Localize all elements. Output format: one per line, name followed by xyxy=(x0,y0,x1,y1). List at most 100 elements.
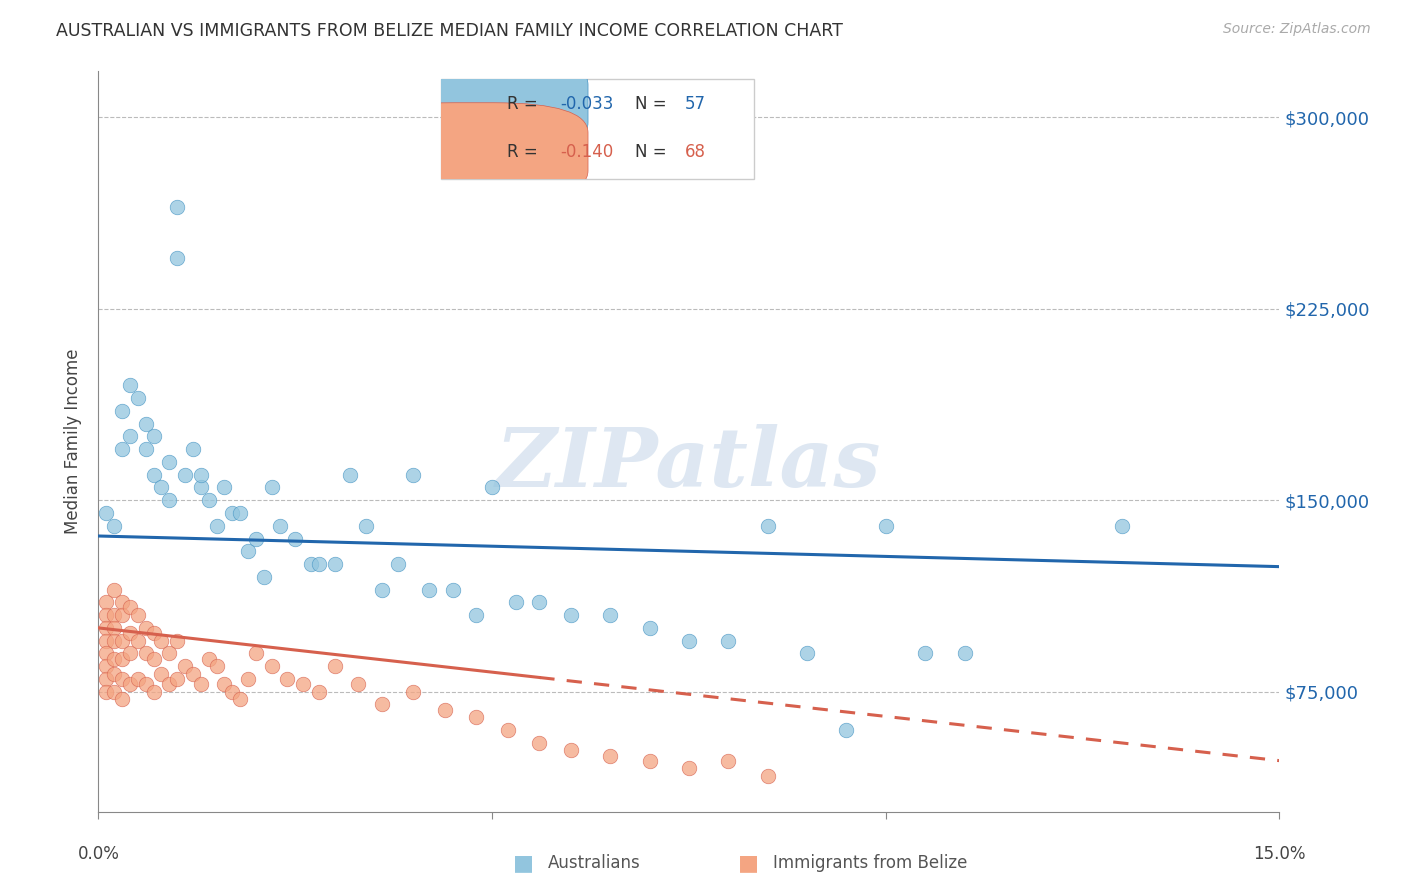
Point xyxy=(103,666,125,681)
Point xyxy=(96,659,118,673)
Point xyxy=(678,633,700,648)
Point xyxy=(157,493,180,508)
Point xyxy=(103,633,125,648)
Point xyxy=(371,582,394,597)
Point xyxy=(96,506,118,520)
Point xyxy=(323,557,346,571)
Point xyxy=(96,684,118,698)
Point xyxy=(465,710,488,724)
Point xyxy=(323,659,346,673)
Point xyxy=(111,595,134,609)
Point xyxy=(96,608,118,623)
Point xyxy=(118,626,141,640)
Point xyxy=(236,672,259,686)
Point xyxy=(127,672,149,686)
Point xyxy=(638,754,661,768)
Point xyxy=(127,608,149,623)
Point xyxy=(387,557,409,571)
Point xyxy=(599,748,621,763)
Point xyxy=(127,391,149,405)
Point xyxy=(678,761,700,775)
Point xyxy=(157,455,180,469)
Text: AUSTRALIAN VS IMMIGRANTS FROM BELIZE MEDIAN FAMILY INCOME CORRELATION CHART: AUSTRALIAN VS IMMIGRANTS FROM BELIZE MED… xyxy=(56,22,844,40)
Point xyxy=(118,378,141,392)
Point xyxy=(135,677,157,691)
Point xyxy=(181,666,204,681)
Point xyxy=(96,621,118,635)
Point xyxy=(103,582,125,597)
Point xyxy=(111,404,134,418)
Point xyxy=(875,518,897,533)
Point xyxy=(118,600,141,615)
Point xyxy=(103,684,125,698)
Point xyxy=(638,621,661,635)
Point xyxy=(118,647,141,661)
Point xyxy=(103,608,125,623)
Point xyxy=(236,544,259,558)
Text: Immigrants from Belize: Immigrants from Belize xyxy=(773,855,967,872)
Point xyxy=(205,518,228,533)
Point xyxy=(221,684,243,698)
Point xyxy=(354,518,377,533)
Point xyxy=(433,703,456,717)
Point xyxy=(1111,518,1133,533)
Text: Australians: Australians xyxy=(548,855,641,872)
Point xyxy=(229,692,252,706)
Point xyxy=(111,672,134,686)
Text: 0.0%: 0.0% xyxy=(77,845,120,863)
Point xyxy=(111,692,134,706)
Point xyxy=(96,595,118,609)
Point xyxy=(135,417,157,431)
Point xyxy=(260,481,283,495)
Point xyxy=(245,532,267,546)
Point xyxy=(181,442,204,457)
Point xyxy=(308,557,330,571)
Point xyxy=(96,633,118,648)
Point xyxy=(529,595,551,609)
Point xyxy=(111,651,134,665)
Point xyxy=(118,677,141,691)
Point xyxy=(505,595,527,609)
Point xyxy=(111,442,134,457)
Point xyxy=(157,677,180,691)
Point xyxy=(142,651,165,665)
Point xyxy=(127,633,149,648)
Point xyxy=(260,659,283,673)
Point xyxy=(347,677,370,691)
Point xyxy=(166,200,188,214)
Point xyxy=(142,429,165,443)
Point xyxy=(299,557,322,571)
Point xyxy=(269,518,291,533)
Point xyxy=(756,518,779,533)
Point xyxy=(157,647,180,661)
Point xyxy=(205,659,228,673)
Point xyxy=(174,467,197,482)
Point xyxy=(166,251,188,265)
Point xyxy=(560,608,582,623)
Point xyxy=(142,626,165,640)
Point xyxy=(371,698,394,712)
Point xyxy=(135,621,157,635)
Point xyxy=(166,633,188,648)
Point xyxy=(599,608,621,623)
Point xyxy=(418,582,440,597)
Point xyxy=(150,633,173,648)
Point xyxy=(135,442,157,457)
Point xyxy=(284,532,307,546)
Point xyxy=(276,672,298,686)
Text: ■: ■ xyxy=(513,854,534,873)
Text: Source: ZipAtlas.com: Source: ZipAtlas.com xyxy=(1223,22,1371,37)
Point xyxy=(142,684,165,698)
Point xyxy=(197,493,219,508)
Point xyxy=(103,651,125,665)
Point xyxy=(529,736,551,750)
Point xyxy=(142,467,165,482)
Point xyxy=(221,506,243,520)
Point xyxy=(308,684,330,698)
Point xyxy=(756,769,779,783)
Point xyxy=(214,481,236,495)
Text: ■: ■ xyxy=(738,854,759,873)
Point xyxy=(118,429,141,443)
Point xyxy=(103,621,125,635)
Point xyxy=(197,651,219,665)
